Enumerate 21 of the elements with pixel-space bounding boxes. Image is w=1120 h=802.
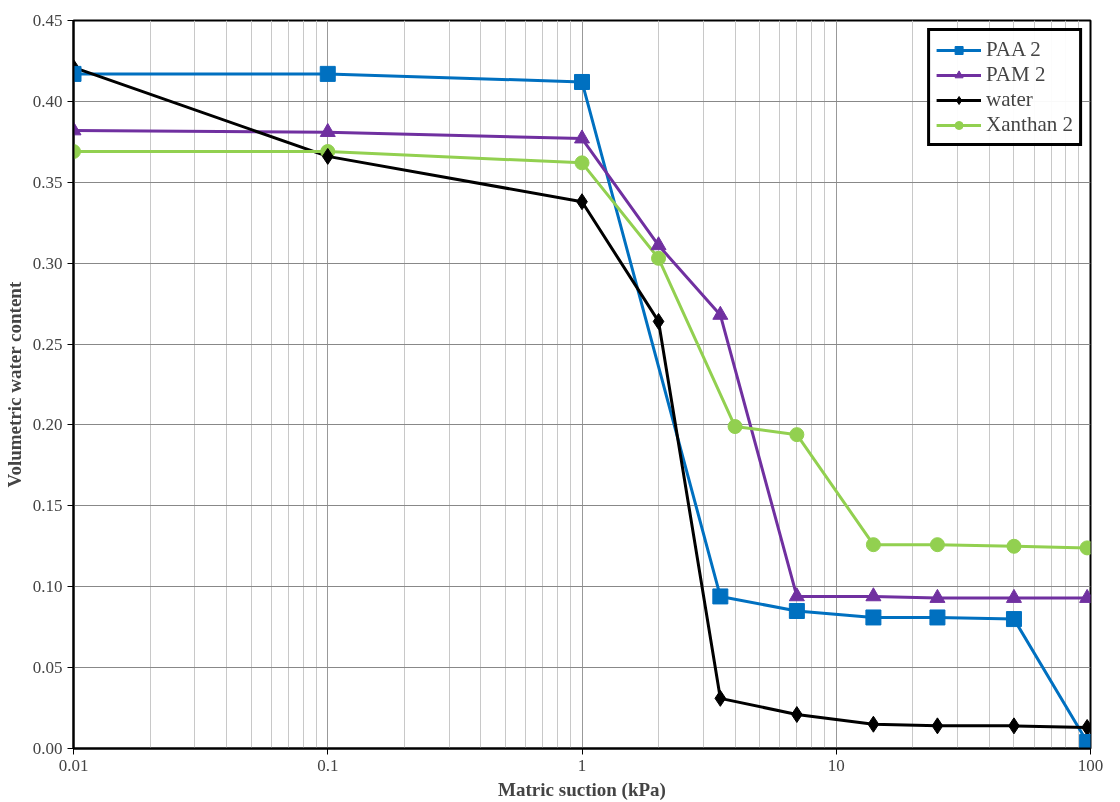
y-tick-label: 0.10: [32, 577, 63, 597]
y-tick-label: 0.30: [32, 253, 63, 273]
x-tick-label: 0.01: [58, 755, 89, 775]
x-tick-label: 10: [827, 755, 845, 775]
y-tick-label: 0.15: [32, 496, 63, 516]
y-tick-label: 0.20: [32, 415, 63, 435]
y-tick-label: 0.35: [32, 172, 63, 192]
x-axis-title: Matric suction (kPa): [498, 778, 666, 801]
y-tick-label: 0.05: [32, 658, 63, 678]
y-axis-title: Volumetric water content: [3, 281, 25, 488]
x-tick-label: 0.1: [317, 755, 339, 775]
x-tick-label: 1: [577, 755, 587, 775]
y-tick-label: 0.25: [32, 334, 63, 354]
legend-label: Xanthan 2: [986, 112, 1073, 137]
legend-label: water: [986, 87, 1033, 112]
legend-label: PAM 2: [986, 62, 1046, 87]
y-tick-label: 0.40: [32, 91, 63, 111]
x-tick-label: 100: [1077, 755, 1104, 775]
legend-label: PAA 2: [986, 37, 1041, 62]
y-tick-label: 0.45: [32, 11, 63, 30]
y-tick-label: 0.00: [32, 739, 63, 758]
